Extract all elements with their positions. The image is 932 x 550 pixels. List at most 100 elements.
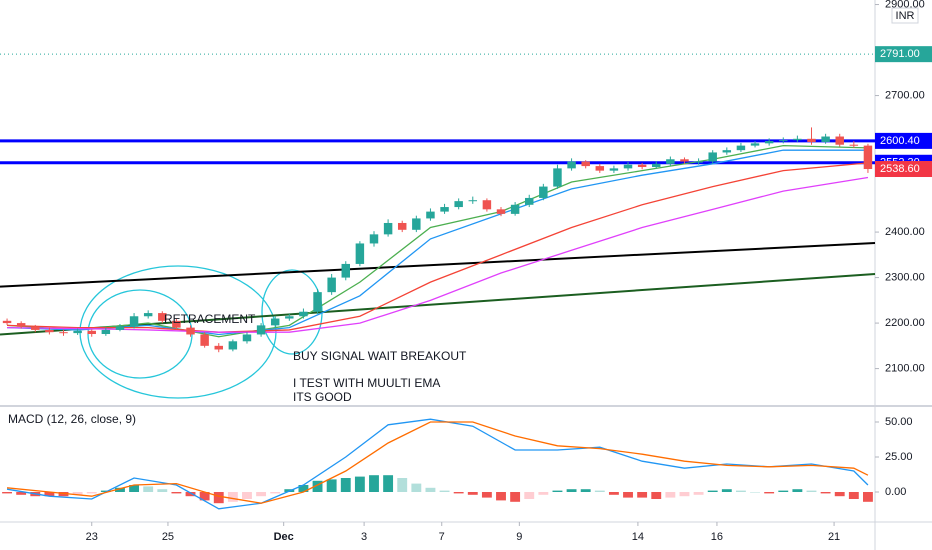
candle-body bbox=[327, 277, 336, 293]
histogram-bar bbox=[778, 490, 789, 492]
y-tick-label: 0.00 bbox=[885, 486, 906, 498]
candle-body bbox=[158, 313, 167, 321]
candle-body bbox=[355, 243, 365, 264]
x-tick-label: 23 bbox=[86, 531, 98, 543]
candle-body bbox=[16, 323, 26, 327]
candle-body bbox=[736, 145, 746, 151]
histogram-bar bbox=[115, 487, 125, 492]
x-tick-label: 9 bbox=[516, 531, 522, 543]
histogram-bar bbox=[806, 490, 817, 492]
histogram-bar bbox=[594, 490, 605, 492]
candle-body bbox=[821, 136, 830, 142]
annotation: RETRACEMENT bbox=[164, 312, 256, 326]
x-tick-label: 14 bbox=[632, 531, 644, 543]
candle-body bbox=[637, 164, 647, 168]
histogram-bar bbox=[369, 475, 379, 492]
candle-body bbox=[595, 166, 605, 171]
candle-body bbox=[31, 326, 40, 330]
price-label-box bbox=[875, 161, 932, 178]
x-tick-label: 25 bbox=[162, 531, 174, 543]
candle-body bbox=[680, 159, 689, 162]
candle-body bbox=[341, 263, 350, 278]
histogram-bar bbox=[425, 487, 436, 492]
candle-body bbox=[59, 332, 68, 334]
candle-body bbox=[694, 161, 703, 163]
histogram-bar bbox=[651, 492, 662, 499]
histogram-bar bbox=[637, 492, 648, 498]
candle-body bbox=[426, 211, 435, 219]
y-tick-label: 2900.00 bbox=[885, 0, 925, 10]
annotation: BUY SIGNAL WAIT BREAKOUT bbox=[293, 349, 467, 363]
y-tick-label: 2300.00 bbox=[885, 271, 925, 283]
histogram-bar bbox=[552, 490, 563, 492]
candle-body bbox=[779, 140, 788, 142]
x-tick-label: Dec bbox=[274, 531, 294, 543]
histogram-bar bbox=[764, 492, 775, 494]
y-tick-label: 25.00 bbox=[885, 451, 913, 463]
candle-body bbox=[708, 152, 717, 162]
candle-body bbox=[525, 197, 534, 205]
histogram-bar bbox=[863, 492, 873, 502]
candle-body bbox=[807, 138, 816, 142]
candle-body bbox=[468, 200, 478, 202]
histogram-bar bbox=[340, 478, 351, 492]
candle-body bbox=[87, 330, 96, 335]
y-tick-label: 2100.00 bbox=[885, 363, 925, 375]
candle-body bbox=[143, 313, 153, 317]
histogram-bar bbox=[354, 476, 365, 492]
candle-body bbox=[567, 161, 576, 169]
currency-box bbox=[891, 7, 919, 24]
histogram-bar bbox=[298, 485, 309, 492]
candle-body bbox=[214, 345, 223, 350]
price-label-box bbox=[875, 132, 932, 149]
histogram-bar bbox=[270, 492, 281, 494]
histogram-bar bbox=[524, 492, 535, 499]
histogram-bar bbox=[397, 478, 408, 492]
candle-body bbox=[369, 234, 379, 244]
histogram-bar bbox=[750, 492, 760, 493]
candle-body bbox=[863, 145, 873, 170]
histogram-bar bbox=[467, 492, 478, 495]
candle-body bbox=[115, 326, 125, 330]
histogram-bar bbox=[608, 492, 619, 495]
candle-body bbox=[609, 168, 619, 171]
candle-body bbox=[496, 209, 506, 214]
candle-body bbox=[581, 161, 590, 167]
histogram-bar bbox=[538, 492, 549, 495]
candle-body bbox=[397, 222, 407, 230]
histogram-bar bbox=[411, 483, 422, 492]
histogram-bar bbox=[834, 492, 845, 497]
histogram-bar bbox=[242, 492, 252, 499]
histogram-bar bbox=[481, 492, 492, 498]
candle-body bbox=[172, 320, 181, 328]
candle-body bbox=[510, 204, 520, 214]
candle-body bbox=[299, 311, 308, 317]
histogram-bar bbox=[129, 485, 140, 492]
histogram-bar bbox=[707, 490, 718, 492]
histogram-bar bbox=[72, 492, 83, 495]
macd-line bbox=[6, 418, 869, 510]
x-tick-label: 3 bbox=[361, 531, 367, 543]
candle-body bbox=[285, 316, 294, 319]
x-tick-label: 7 bbox=[439, 531, 445, 543]
trendline bbox=[0, 272, 876, 336]
x-tick-label: 16 bbox=[711, 531, 723, 543]
histogram-bar bbox=[693, 492, 704, 495]
histogram-bar bbox=[58, 492, 69, 497]
candle-body bbox=[764, 141, 774, 144]
histogram-bar bbox=[227, 492, 238, 502]
histogram-bar bbox=[256, 492, 267, 497]
histogram-bar bbox=[199, 492, 210, 501]
candle-body bbox=[652, 163, 661, 168]
histogram-bar bbox=[157, 489, 168, 492]
histogram-bar bbox=[566, 489, 577, 492]
annotation: ITS GOOD bbox=[293, 390, 352, 404]
histogram-bar bbox=[453, 492, 464, 494]
price-label: 2791.00 bbox=[880, 48, 920, 60]
histogram-bar bbox=[2, 492, 12, 494]
candle-body bbox=[722, 150, 732, 153]
histogram-bar bbox=[326, 479, 337, 492]
candle-body bbox=[539, 186, 548, 198]
